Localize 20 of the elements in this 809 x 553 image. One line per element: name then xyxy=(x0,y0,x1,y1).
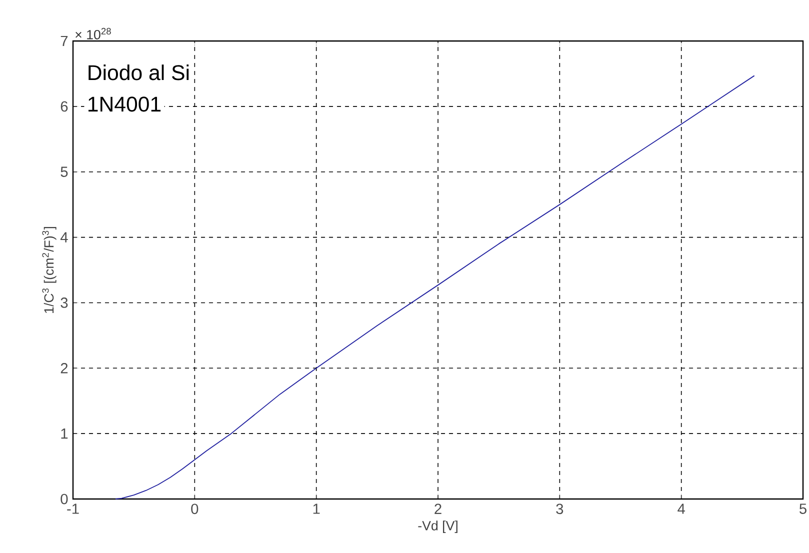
x-axis-title: -Vd [V] xyxy=(418,520,458,534)
y-tick-label: 2 xyxy=(60,363,68,374)
annotation: 1N4001 xyxy=(88,96,161,112)
x-tick-label: 0 xyxy=(191,504,198,514)
y-tick-label: 1 xyxy=(61,428,68,439)
y-axis-title: 1/C$^{3}$ [(cm$^{2}$/F)$^{3}$] xyxy=(42,226,56,313)
y-tick-label: 5 xyxy=(60,166,68,177)
x-tick-label: 2 xyxy=(434,504,442,514)
text: × 10$^{28}$ xyxy=(76,28,111,40)
x-tick-label: 5 xyxy=(800,504,806,514)
x-tick-label: 4 xyxy=(678,504,685,514)
x-tick-label: -1 xyxy=(67,504,79,514)
x-tick-label: 1 xyxy=(313,504,320,514)
annotation: Diodo al Si xyxy=(88,64,189,80)
y-tick-label: 3 xyxy=(60,298,68,308)
y-tick-label: 6 xyxy=(60,101,68,112)
x-tick-label: 3 xyxy=(556,504,564,514)
y-tick-label: 7 xyxy=(60,36,68,46)
y-tick-label: 0 xyxy=(60,494,68,504)
y-tick-label: 4 xyxy=(60,232,68,242)
